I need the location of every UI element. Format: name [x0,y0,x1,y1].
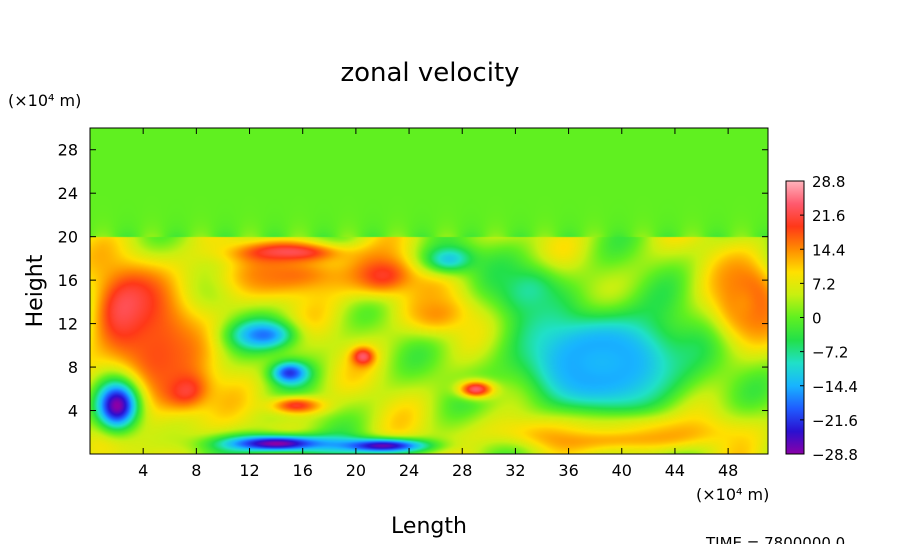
y-tick-label: 12 [58,315,78,334]
plot-frame [89,127,769,455]
colorbar-tick-label: 28.8 [812,173,845,191]
x-axis-label: Length [391,514,467,539]
x-tick-label: 20 [346,461,366,480]
colorbar-tick-label: 0 [812,310,822,328]
colorbar-ticks: 28.8 21.6 14.4 7.2 0 −7.2 −14.4 −21.6 −28.8 [800,173,858,464]
colorbar-tick-label: −21.6 [812,412,858,430]
y-tick-label: 16 [58,271,78,290]
y-tick-label: 20 [58,228,78,247]
heatmap-field [90,128,768,454]
x-tick-label: 12 [239,461,259,480]
colorbar-tick-label: 21.6 [812,207,845,225]
x-tick-label: 36 [558,461,578,480]
y-tick-label: 8 [68,358,78,377]
y-tick-label: 4 [68,402,78,421]
x-tick-label: 44 [665,461,685,480]
colorbar-tick-label: −7.2 [812,344,848,362]
colorbar-tick-label: 7.2 [812,275,836,293]
time-readout: TIME = 7800000.0 [705,534,845,544]
x-tick-label: 16 [293,461,313,480]
y-axis-ticks: 4 8 12 16 20 24 28 [58,141,768,421]
x-axis-ticks: 4 8 12 16 20 24 28 32 36 40 44 48 [138,128,738,480]
x-tick-label: 4 [138,461,148,480]
x-tick-label: 32 [505,461,525,480]
y-axis-label: Height [23,254,48,327]
x-tick-label: 8 [191,461,201,480]
colorbar-tick-label: −14.4 [812,378,858,396]
colorbar-tick-label: −28.8 [812,446,858,464]
chart-title: zonal velocity [340,58,519,88]
y-axis-unit: (×10⁴ m) [8,91,81,110]
x-tick-label: 40 [612,461,632,480]
colorbar: 28.8 21.6 14.4 7.2 0 −7.2 −14.4 −21.6 −28.8 [785,173,858,464]
x-axis-unit: (×10⁴ m) [696,485,769,504]
y-tick-label: 24 [58,184,78,203]
y-tick-label: 28 [58,141,78,160]
x-tick-label: 28 [452,461,472,480]
x-tick-label: 48 [718,461,738,480]
colorbar-tick-label: 14.4 [812,241,845,259]
x-tick-label: 24 [399,461,419,480]
